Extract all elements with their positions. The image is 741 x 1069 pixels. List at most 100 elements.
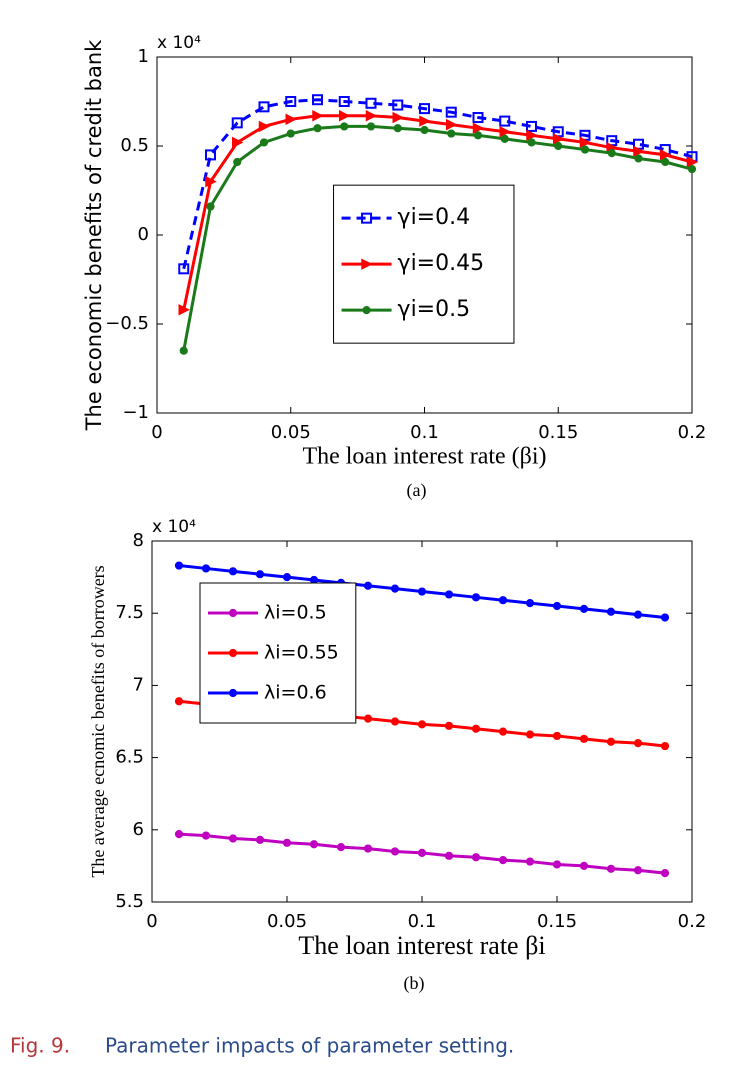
marker [179, 346, 188, 355]
marker [473, 131, 483, 140]
caption: (a) [407, 480, 427, 501]
y-tick-label: 0.5 [120, 135, 149, 156]
marker [205, 175, 217, 188]
marker [525, 598, 535, 608]
marker [633, 866, 643, 875]
legend-marker [228, 688, 238, 698]
marker [446, 118, 458, 131]
marker [419, 103, 430, 115]
legend-marker [362, 306, 371, 315]
marker [363, 844, 373, 853]
marker [282, 838, 292, 847]
marker [687, 165, 697, 174]
y-tick-label: 7.5 [115, 602, 144, 623]
marker [205, 149, 216, 161]
legend-label: λi=0.55 [264, 642, 339, 664]
marker [338, 96, 350, 107]
y-tick-label: 1 [138, 46, 149, 67]
marker [366, 122, 376, 131]
marker [526, 129, 538, 142]
legend-box [199, 582, 357, 724]
marker [419, 115, 431, 127]
marker [228, 834, 238, 843]
marker [339, 110, 351, 122]
marker [390, 847, 400, 856]
marker [660, 149, 672, 161]
y-tick-label: 6 [133, 819, 144, 840]
marker [607, 149, 616, 158]
marker [580, 145, 590, 154]
marker [525, 730, 535, 739]
y-axis-label: The average ecnomic benefits of borrower… [88, 565, 108, 877]
marker [472, 112, 484, 124]
x-tick-label: 0.2 [678, 422, 707, 443]
marker [312, 94, 323, 106]
marker [174, 697, 184, 706]
marker [661, 157, 670, 167]
marker [634, 154, 643, 163]
marker [258, 120, 271, 133]
x-tick-label: 0.05 [271, 422, 311, 443]
marker [552, 731, 562, 741]
marker [553, 133, 565, 145]
y-tick-label: 0 [138, 224, 149, 245]
marker [499, 115, 511, 127]
marker [525, 857, 535, 866]
marker [312, 110, 324, 122]
marker [606, 737, 616, 746]
marker [286, 129, 295, 138]
marker [444, 590, 454, 599]
marker [633, 145, 645, 158]
marker [420, 125, 429, 135]
marker [258, 101, 270, 113]
marker [232, 136, 244, 149]
y-tick-label: 6.5 [115, 747, 144, 768]
x-tick-label: 0 [146, 911, 157, 932]
x-tick-label: 0.1 [410, 422, 439, 443]
legend-label: γi=0.5 [398, 297, 471, 322]
marker [606, 607, 616, 616]
marker [660, 741, 670, 751]
marker [392, 99, 404, 111]
marker [365, 97, 377, 109]
marker [527, 138, 536, 147]
legend-label: λi=0.5 [264, 602, 327, 624]
x-tick-label: 0.1 [408, 911, 437, 932]
marker [417, 587, 427, 596]
marker [313, 124, 322, 133]
x-tick-label: 0 [151, 422, 162, 443]
marker [498, 596, 508, 605]
marker [633, 739, 643, 748]
marker [471, 853, 481, 862]
marker [417, 848, 427, 858]
marker [554, 141, 563, 151]
marker [417, 720, 427, 729]
marker [206, 202, 215, 211]
axis-multiplier: x 10⁴ [152, 517, 196, 537]
x-tick-label: 0.2 [678, 911, 707, 932]
x-tick-label: 0.15 [538, 422, 578, 443]
caption: (b) [404, 973, 425, 994]
marker [444, 851, 454, 860]
marker [233, 157, 242, 167]
y-tick-label: −0.5 [105, 313, 149, 334]
marker [363, 581, 373, 590]
figure-caption: Parameter impacts of parameter setting. [105, 1034, 514, 1058]
x-axis-label: The loan interest rate (βi) [302, 444, 546, 470]
marker [201, 564, 211, 573]
y-tick-label: −1 [122, 402, 149, 423]
x-tick-label: 0.05 [267, 911, 307, 932]
marker [472, 122, 485, 134]
marker [579, 734, 589, 743]
marker [174, 830, 184, 839]
marker [178, 304, 190, 316]
marker [340, 122, 349, 131]
marker [606, 864, 616, 873]
marker [365, 110, 378, 122]
marker [552, 601, 562, 611]
marker [686, 156, 699, 168]
marker [526, 120, 537, 132]
figure-label: Fig. 9. [10, 1034, 70, 1058]
marker [471, 593, 481, 602]
